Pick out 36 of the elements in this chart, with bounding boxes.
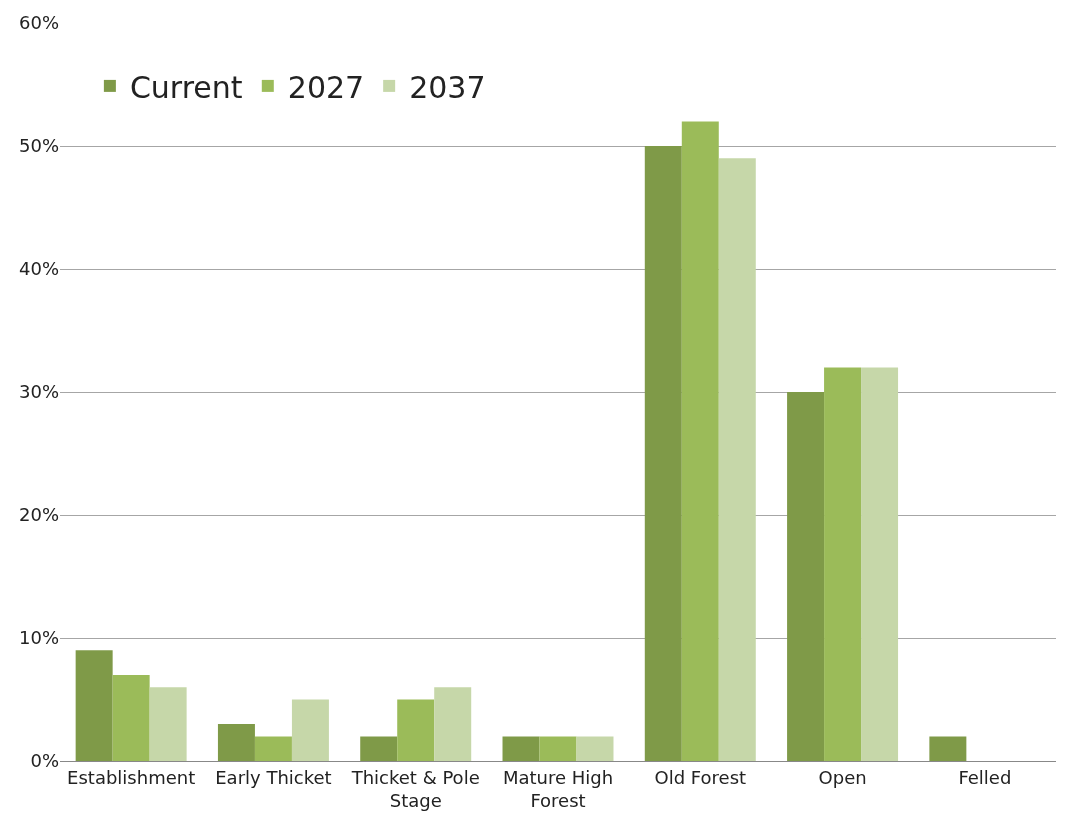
bar (291, 699, 329, 761)
bar (824, 367, 862, 761)
y-tick-label: 10% (18, 627, 59, 649)
bar (929, 736, 967, 761)
y-tick-label: 20% (18, 504, 59, 526)
bar (397, 699, 435, 761)
x-tick-label: Establishment (67, 766, 196, 788)
y-tick-label: 0% (30, 750, 59, 772)
y-tick-label: 40% (18, 258, 59, 280)
legend-label: Current (129, 69, 243, 105)
bar (75, 650, 113, 761)
bar (681, 121, 719, 761)
bar (576, 736, 614, 761)
bar (434, 687, 472, 761)
bar (112, 674, 150, 761)
legend-label: 2037 (409, 69, 486, 105)
bar (539, 736, 577, 761)
bar (217, 724, 255, 761)
x-tick-label: Thicket & Pole Stage (350, 766, 480, 811)
bar (254, 736, 292, 761)
bar (644, 146, 682, 761)
x-tick-label: Old Forest (654, 766, 747, 788)
y-tick-label: 30% (18, 381, 59, 403)
x-tick-label: Open (818, 766, 867, 788)
bar (149, 687, 187, 761)
bar (861, 367, 899, 761)
x-tick-label: Felled (958, 766, 1012, 788)
bar (502, 736, 540, 761)
legend-label: 2027 (287, 69, 365, 105)
bar (787, 392, 825, 761)
bar (360, 736, 398, 761)
x-tick-label: Mature High Forest (502, 766, 614, 811)
y-tick-label: 60% (18, 12, 59, 34)
x-tick-label: Early Thicket (215, 766, 332, 788)
bar (718, 158, 756, 761)
y-tick-label: 50% (18, 135, 59, 157)
